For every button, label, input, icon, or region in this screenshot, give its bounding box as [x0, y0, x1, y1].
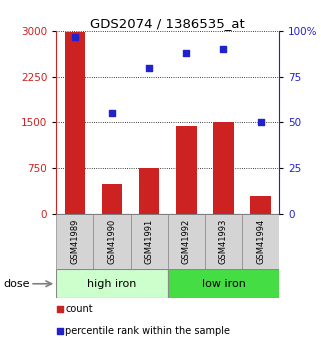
Point	[258, 120, 263, 125]
Bar	[93, 214, 131, 269]
Text: GSM41989: GSM41989	[70, 219, 79, 264]
Bar	[131, 214, 168, 269]
Text: GSM41991: GSM41991	[145, 219, 154, 264]
Point	[57, 306, 62, 312]
Text: GSM41993: GSM41993	[219, 219, 228, 264]
Bar	[250, 196, 271, 214]
Bar	[213, 122, 234, 214]
Point	[72, 34, 77, 39]
Point	[147, 65, 152, 70]
Text: high iron: high iron	[87, 279, 137, 289]
Point	[184, 50, 189, 56]
Point	[221, 47, 226, 52]
Point	[57, 328, 62, 334]
Point	[109, 110, 115, 116]
Text: dose: dose	[3, 279, 30, 289]
Bar	[176, 126, 196, 214]
Text: count: count	[65, 304, 93, 314]
Bar	[139, 168, 159, 214]
Bar	[205, 214, 242, 269]
Text: GSM41990: GSM41990	[108, 219, 117, 264]
Bar	[56, 269, 168, 298]
Text: low iron: low iron	[202, 279, 246, 289]
Text: GSM41994: GSM41994	[256, 219, 265, 264]
Bar	[168, 214, 205, 269]
Text: percentile rank within the sample: percentile rank within the sample	[65, 326, 230, 336]
Bar	[168, 269, 279, 298]
Bar	[242, 214, 279, 269]
Bar	[102, 184, 122, 214]
Bar	[65, 32, 85, 214]
Text: GSM41992: GSM41992	[182, 219, 191, 264]
Bar	[56, 214, 93, 269]
Title: GDS2074 / 1386535_at: GDS2074 / 1386535_at	[90, 17, 245, 30]
